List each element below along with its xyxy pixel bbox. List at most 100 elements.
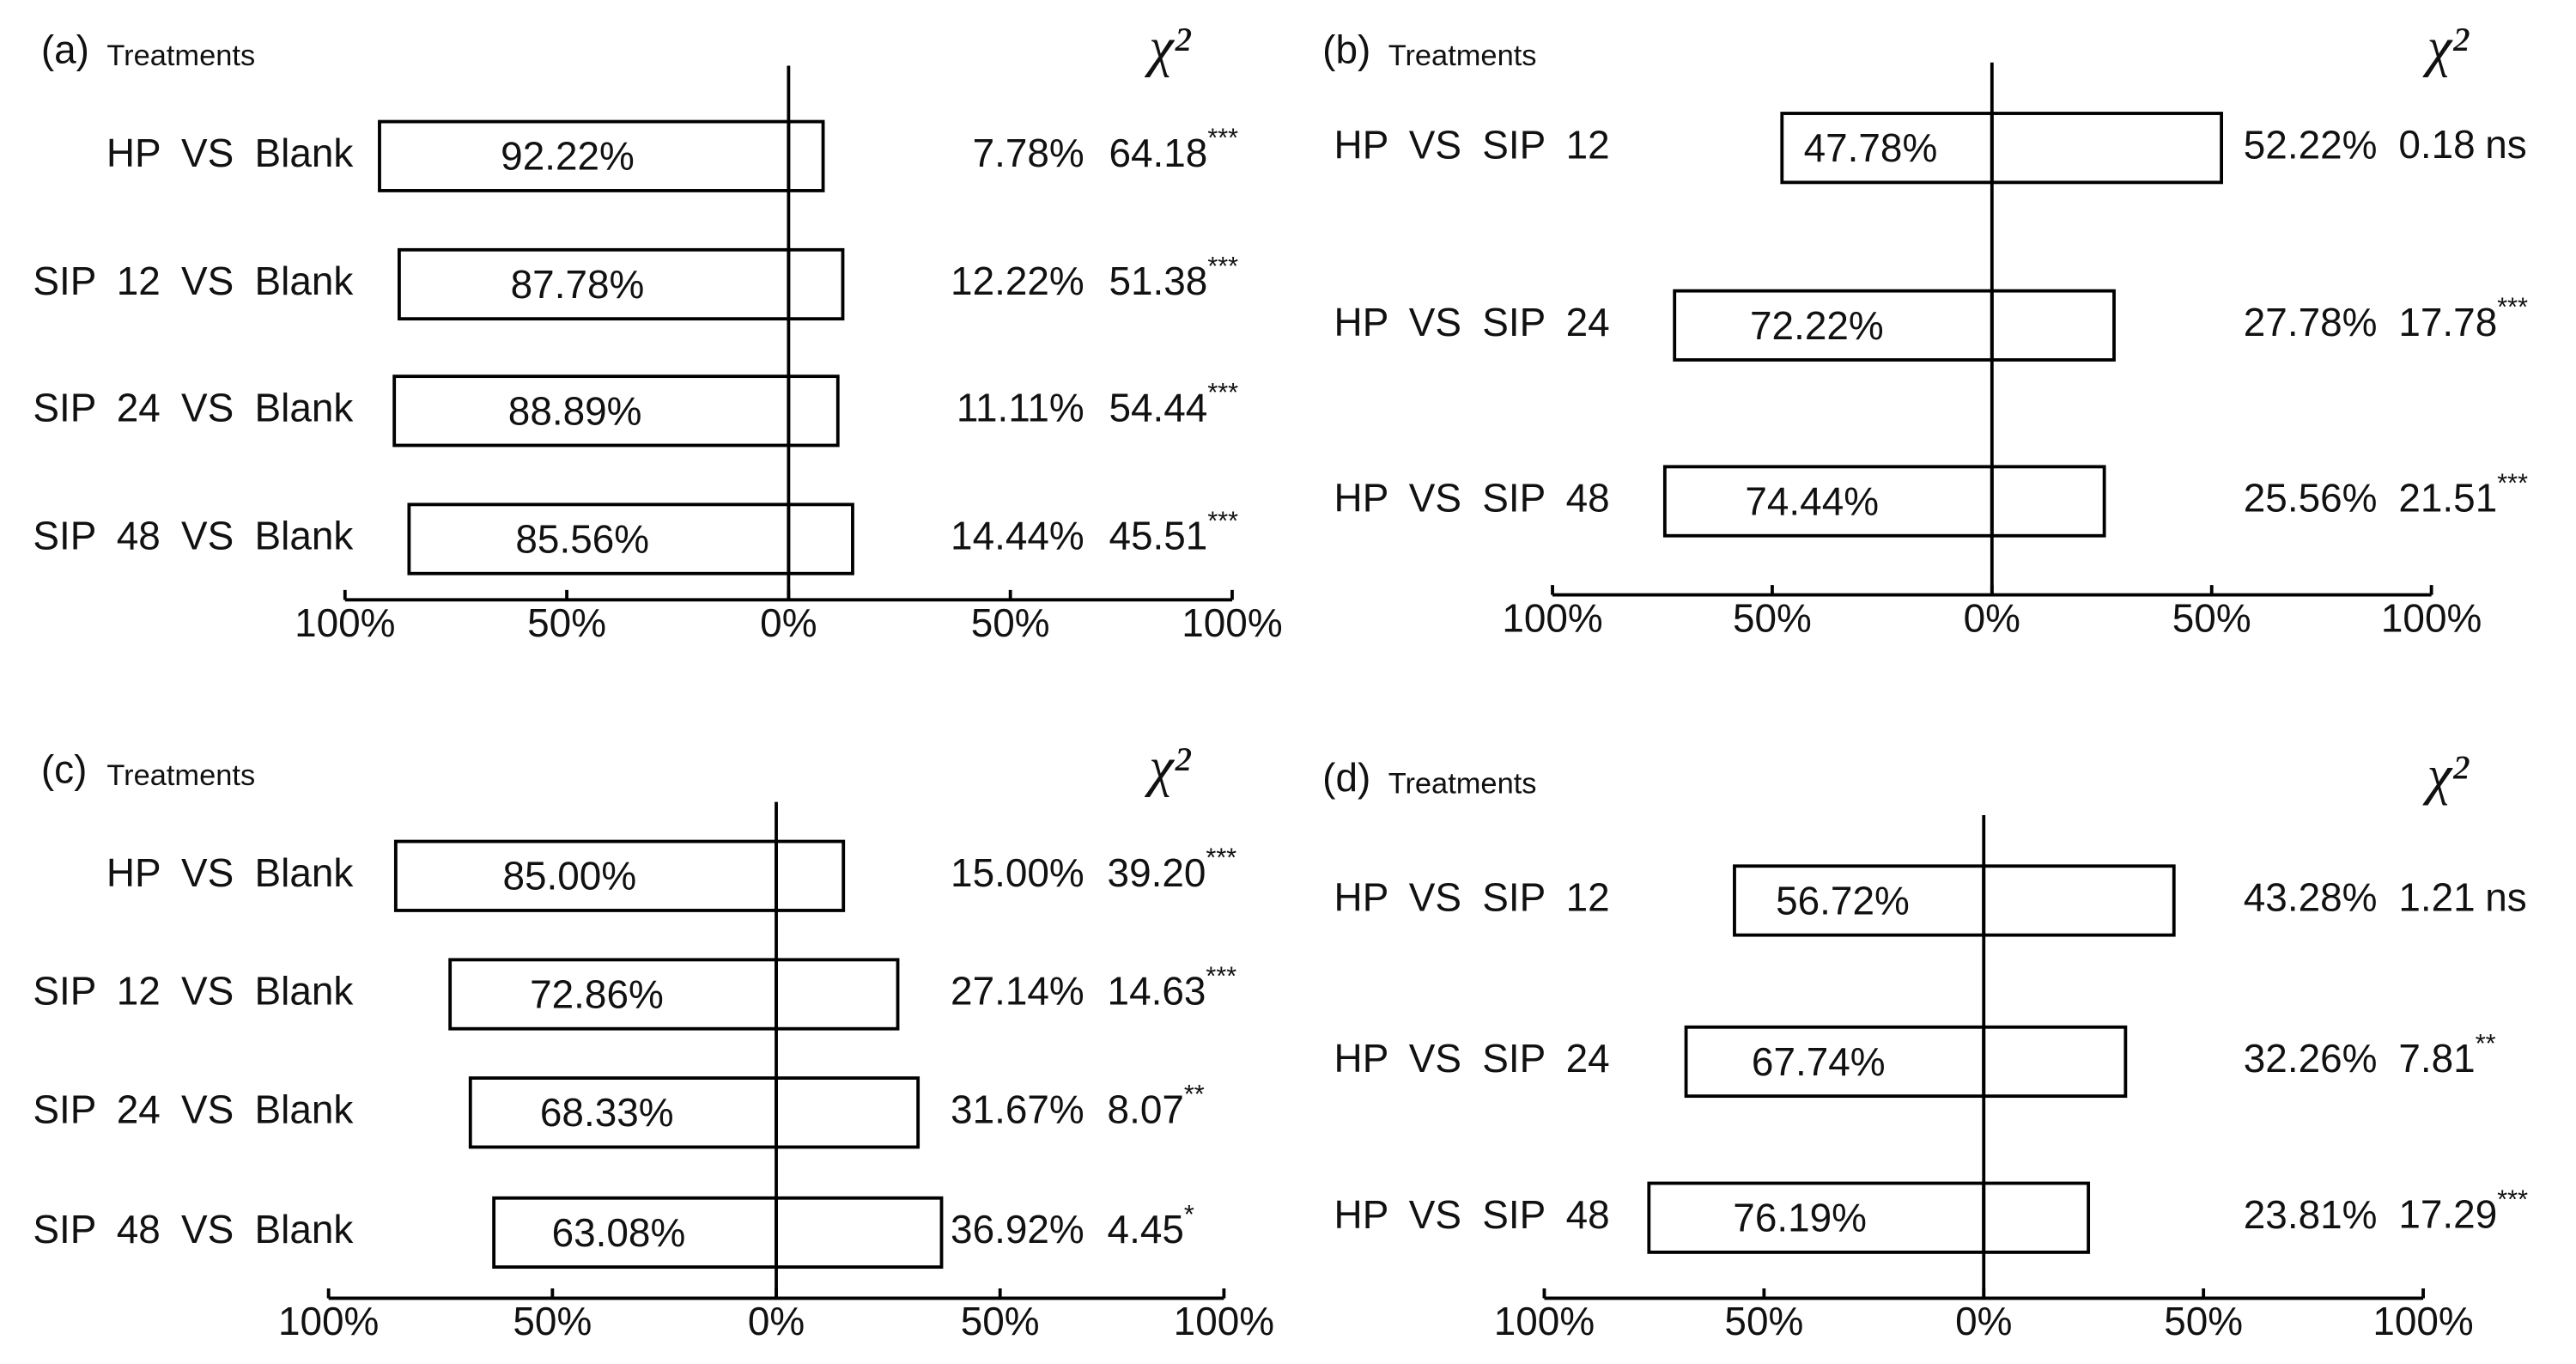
chi-square-value: 45.51: [1109, 514, 1207, 558]
chi-square: 39.20***: [1108, 843, 1237, 895]
stat-label: χ²: [1144, 736, 1192, 798]
value-label: 85.56%: [515, 516, 649, 561]
x-tick-label: 50%: [2172, 595, 2251, 640]
category-label: SIP 24 VS Blank: [33, 385, 354, 429]
value-label: 23.81%: [2244, 1192, 2378, 1237]
x-tick-label: 50%: [971, 600, 1050, 645]
chi-square: 17.78***: [2398, 293, 2528, 344]
bar-right: [787, 119, 825, 192]
x-tick-label: 100%: [278, 1299, 379, 1343]
x-tick-label: 100%: [295, 600, 395, 645]
x-tick-label: 0%: [1955, 1299, 2012, 1343]
value-label: 14.44%: [951, 514, 1084, 558]
y-axis-title: Treatments: [106, 759, 255, 792]
bar-left: [407, 502, 791, 575]
stat-label: χ²: [2422, 745, 2470, 807]
x-tick-label: 50%: [527, 600, 606, 645]
value-label: 87.78%: [511, 262, 645, 307]
chi-square-value: 54.44: [1109, 385, 1207, 429]
value-label: 63.08%: [552, 1210, 686, 1255]
bar-left: [1733, 864, 1986, 937]
x-tick-label: 50%: [513, 1299, 592, 1343]
bar-right: [787, 374, 840, 448]
x-tick-label: 50%: [961, 1299, 1040, 1343]
chi-square: 7.81**: [2398, 1029, 2495, 1081]
bar-left: [1662, 465, 1994, 538]
bar-right: [787, 502, 854, 575]
significance: ***: [2497, 469, 2528, 498]
bar-left: [1647, 1181, 1986, 1254]
significance: ***: [1207, 507, 1238, 536]
chi-square: 8.07**: [1108, 1080, 1205, 1131]
bar-left: [1673, 289, 1994, 362]
value-label: 27.78%: [2244, 300, 2378, 344]
x-tick-label: 100%: [2381, 595, 2482, 640]
bar-left: [468, 1076, 778, 1149]
chi-square: 45.51***: [1109, 507, 1238, 558]
panel-label: (b): [1322, 27, 1370, 71]
value-label: 88.89%: [508, 388, 642, 433]
bar-left: [393, 839, 778, 912]
value-label: 43.28%: [2244, 875, 2378, 920]
value-label: 32.26%: [2244, 1036, 2378, 1081]
category-label: SIP 48 VS Blank: [33, 514, 354, 558]
chi-square-value: 0.18: [2398, 122, 2475, 167]
panel-label: (c): [41, 746, 88, 791]
value-label: 72.86%: [530, 971, 664, 1016]
chi-square-value: 64.18: [1109, 131, 1207, 175]
bar-right: [775, 839, 846, 912]
x-tick-label: 50%: [1724, 1299, 1803, 1343]
chi-square: 21.51***: [2398, 469, 2528, 521]
category-label: SIP 12 VS Blank: [33, 969, 354, 1014]
value-label: 56.72%: [1776, 878, 1910, 923]
chi-square: 64.18***: [1109, 124, 1238, 175]
x-tick-label: 0%: [1964, 595, 2020, 640]
value-label: 76.19%: [1733, 1196, 1867, 1240]
chi-square-value: 39.20: [1108, 850, 1206, 895]
significance: ***: [2497, 1185, 2528, 1215]
x-tick-label: 0%: [760, 600, 817, 645]
category-label: HP VS SIP 24: [1334, 1036, 1610, 1081]
x-tick-label: 100%: [1174, 1299, 1274, 1343]
bar-right: [1982, 1025, 2128, 1099]
bar-right: [775, 1196, 944, 1270]
chi-square-value: 21.51: [2398, 476, 2497, 521]
stat-label: χ²: [2422, 16, 2470, 78]
x-tick-label: 50%: [1733, 595, 1812, 640]
chi-square-value: 7.81: [2398, 1036, 2475, 1081]
chi-square-value: 51.38: [1109, 259, 1207, 303]
x-tick-label: 100%: [1182, 600, 1282, 645]
y-axis-title: Treatments: [106, 40, 255, 72]
significance: ***: [2497, 293, 2528, 322]
significance: ***: [1206, 843, 1236, 873]
x-tick-label: 100%: [1494, 1299, 1595, 1343]
x-tick-label: 50%: [2164, 1299, 2243, 1343]
value-label: 74.44%: [1745, 478, 1879, 523]
bar-right: [787, 247, 845, 321]
category-label: HP VS Blank: [106, 850, 355, 895]
significance: ns: [2485, 122, 2526, 167]
category-label: SIP 24 VS Blank: [33, 1087, 354, 1131]
panel-label: (a): [41, 27, 89, 71]
value-label: 15.00%: [951, 850, 1084, 895]
value-label: 47.78%: [1804, 125, 1938, 170]
significance: ***: [1206, 961, 1236, 990]
chi-square: 17.29***: [2398, 1185, 2528, 1237]
significance: ns: [2485, 875, 2526, 920]
significance: ***: [1207, 124, 1238, 153]
category-label: HP VS Blank: [106, 131, 355, 175]
bar-right: [1990, 289, 2116, 362]
significance: ***: [1207, 252, 1238, 281]
bar-right: [1982, 864, 2176, 937]
chi-square-value: 17.29: [2398, 1192, 2497, 1237]
bar-left: [492, 1196, 778, 1270]
value-label: 67.74%: [1752, 1039, 1886, 1084]
chi-square: 1.21 ns: [2398, 875, 2526, 920]
category-label: SIP 48 VS Blank: [33, 1207, 354, 1251]
category-label: HP VS SIP 12: [1334, 875, 1610, 920]
bar-right: [1990, 112, 2224, 185]
value-label: 68.33%: [540, 1090, 674, 1135]
value-label: 25.56%: [2244, 476, 2378, 521]
